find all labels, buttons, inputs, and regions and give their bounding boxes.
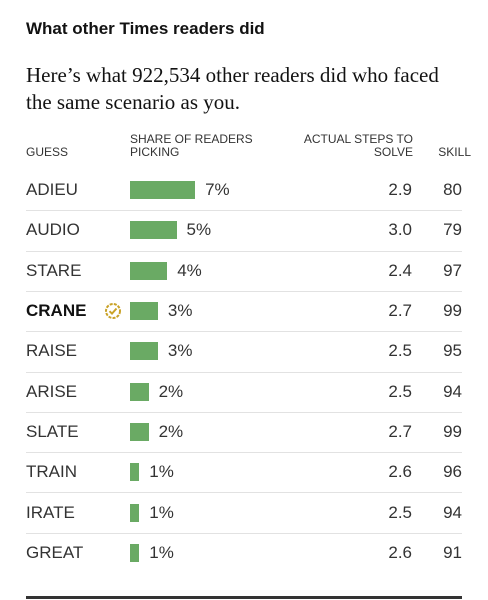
steps: 2.5 xyxy=(388,341,412,361)
steps: 2.5 xyxy=(388,381,412,401)
share-label: 3% xyxy=(167,341,193,361)
steps: 2.6 xyxy=(388,542,412,562)
row-separator xyxy=(26,532,462,534)
share-label: 2% xyxy=(158,381,184,401)
guess: STARE xyxy=(26,260,82,280)
share-label: 2% xyxy=(158,421,184,441)
section-title: What other Times readers did xyxy=(26,19,265,38)
skill: 80 xyxy=(443,180,462,200)
skill: 95 xyxy=(443,341,462,361)
guess: SLATE xyxy=(26,421,79,441)
guess: CRANE xyxy=(26,301,87,321)
share-bar xyxy=(130,543,140,562)
share-bar xyxy=(130,422,149,441)
steps: 2.9 xyxy=(388,180,412,200)
steps: 2.6 xyxy=(388,462,412,482)
share-label: 7% xyxy=(205,180,230,200)
guess: IRATE xyxy=(26,502,75,522)
check-icon xyxy=(105,303,121,320)
skill: 79 xyxy=(443,220,462,240)
skill: 94 xyxy=(443,381,462,401)
share-bar xyxy=(130,261,168,280)
share-bar xyxy=(130,503,140,522)
column-header: SKILL xyxy=(438,145,471,159)
skill: 94 xyxy=(443,502,462,522)
subtitle: Here’s what 922,534 other readers did wh… xyxy=(26,63,439,114)
share-label: 1% xyxy=(149,462,174,482)
row-separator xyxy=(26,411,462,413)
row-separator xyxy=(26,290,462,292)
share-bar xyxy=(130,382,149,401)
row-separator xyxy=(26,250,462,252)
share-bar xyxy=(130,463,140,482)
guess: ADIEU xyxy=(26,180,78,200)
share-bar xyxy=(130,221,177,240)
skill: 96 xyxy=(443,462,462,482)
share-label: 3% xyxy=(167,301,193,321)
skill: 99 xyxy=(443,301,462,321)
guess: AUDIO xyxy=(26,220,80,240)
steps: 2.7 xyxy=(388,301,412,321)
guess: TRAIN xyxy=(26,462,77,482)
steps: 3.0 xyxy=(388,220,412,240)
highlight-icon xyxy=(104,302,122,320)
bottom-rule xyxy=(26,596,462,599)
row-separator xyxy=(26,452,462,454)
column-header: SHARE OF READERS PICKING xyxy=(130,132,253,159)
column-header: ACTUAL STEPS TO SOLVE xyxy=(303,132,413,159)
share-bar xyxy=(130,302,158,321)
row-separator xyxy=(26,210,462,212)
guess: RAISE xyxy=(26,341,78,361)
steps: 2.4 xyxy=(388,260,412,280)
skill: 97 xyxy=(443,260,462,280)
share-label: 4% xyxy=(177,260,202,280)
steps: 2.5 xyxy=(388,502,412,522)
share-label: 1% xyxy=(149,542,174,562)
guess: GREAT xyxy=(26,542,84,562)
skill: 91 xyxy=(443,542,462,562)
share-label: 5% xyxy=(186,220,212,240)
skill: 99 xyxy=(443,421,462,441)
row-separator xyxy=(26,331,462,333)
row-separator xyxy=(26,371,462,373)
steps: 2.7 xyxy=(388,421,412,441)
share-bar xyxy=(130,342,158,361)
row-separator xyxy=(26,492,462,494)
guess: ARISE xyxy=(26,381,78,401)
share-label: 1% xyxy=(149,502,174,522)
column-header: GUESS xyxy=(26,145,69,159)
share-bar xyxy=(130,181,196,200)
